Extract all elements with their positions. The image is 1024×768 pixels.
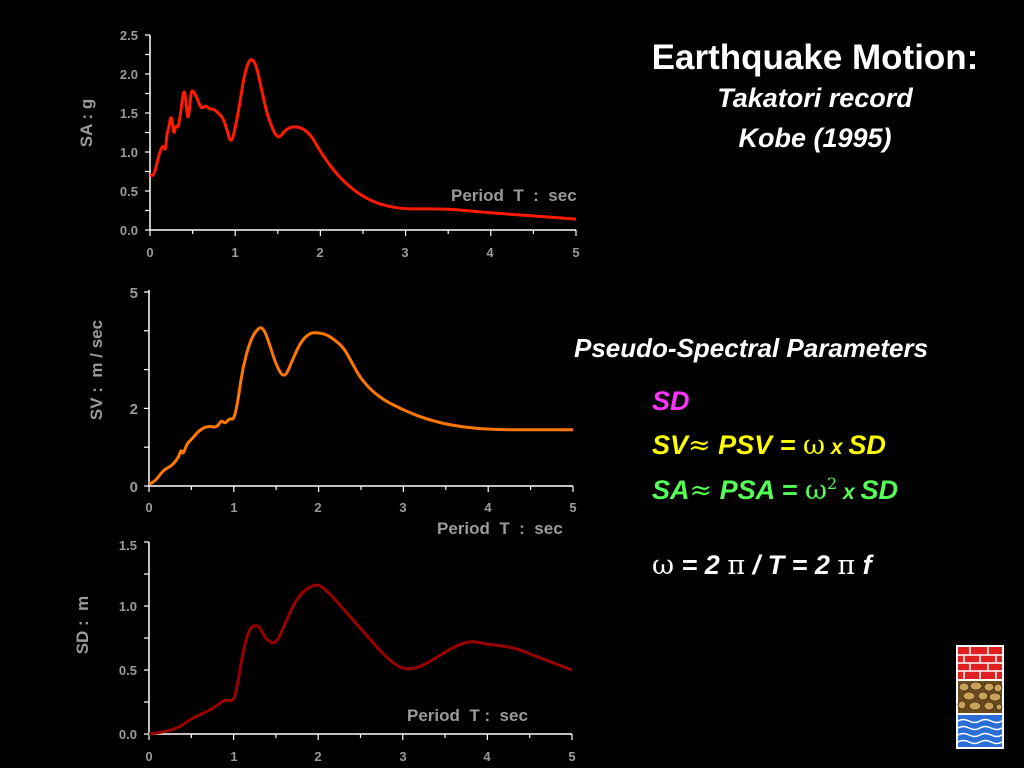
omega-symbol: ω xyxy=(804,475,827,506)
sd-tick-y-3: 1.5 xyxy=(119,538,137,553)
sd-tick-y-1: 0.5 xyxy=(119,663,137,678)
sa-xlabel: Period T : sec xyxy=(451,186,577,205)
sa-ylabel: SA : g xyxy=(77,99,96,147)
sd-tick-x-0: 0 xyxy=(145,749,152,764)
omega-symbol: ω xyxy=(652,550,675,581)
sd-chart: SD : m 0.0 0.5 1.0 1.5 0 1 2 3 4 5 Perio… xyxy=(73,538,576,764)
omega-symbol: ω xyxy=(802,430,825,461)
pi-symbol: π xyxy=(837,550,856,581)
sd-term: SD xyxy=(860,475,899,505)
psa-term: PSA = xyxy=(712,475,805,505)
psv-term: PSV = xyxy=(710,430,803,460)
sv-tick-x-2: 2 xyxy=(314,500,321,515)
sa-tick-y-1: 0.5 xyxy=(120,184,138,199)
sa-tick-x-4: 4 xyxy=(486,245,494,260)
sa-tick-y-3: 1.5 xyxy=(120,106,138,121)
times-symbol: x xyxy=(837,481,861,504)
divide-symbol: / xyxy=(745,550,768,580)
sv-tick-x-5: 5 xyxy=(569,500,576,515)
sd-tick-x-3: 3 xyxy=(399,749,406,764)
omega-equation: ω = 2 π / T = 2 π f xyxy=(652,550,872,581)
sa-tick-y-4: 2.0 xyxy=(120,67,138,82)
sd-ylabel: SD : m xyxy=(73,596,92,655)
omega-eq-part3: f xyxy=(855,550,872,580)
squared-exponent: 2 xyxy=(826,474,838,493)
sa-tick-x-5: 5 xyxy=(572,245,579,260)
sa-tick-x-3: 3 xyxy=(401,245,408,260)
approx-symbol: ≈ xyxy=(688,430,711,461)
sv-tick-x-0: 0 xyxy=(145,500,152,515)
approx-symbol: ≈ xyxy=(689,475,713,506)
omega-eq-part1: = 2 xyxy=(674,550,728,580)
sv-series-line xyxy=(148,326,573,486)
omega-eq-part2: T = 2 xyxy=(767,550,838,580)
sv-tick-y-1: 2 xyxy=(130,401,138,418)
sv-tick-y-0: 0 xyxy=(130,479,138,496)
sa-tick-y-0: 0.0 xyxy=(120,223,138,238)
sd-xlabel: Period T : sec xyxy=(407,706,528,725)
sv-xlabel: Period T : sec xyxy=(437,519,563,538)
sa-series-line xyxy=(149,58,577,221)
sa-term: SA xyxy=(652,475,690,505)
sv-term: SV xyxy=(652,430,689,460)
sv-tick-x-1: 1 xyxy=(230,500,237,515)
institution-logo-icon xyxy=(956,645,1004,749)
record-location-year: Kobe (1995) xyxy=(738,123,892,153)
page-title: Earthquake Motion: xyxy=(651,38,979,77)
sv-ylabel: SV : m / sec xyxy=(87,320,106,420)
sv-tick-y-2: 5 xyxy=(130,285,138,302)
title-block: Earthquake Motion: Takatori record Kobe … xyxy=(600,38,1024,158)
sv-tick-x-4: 4 xyxy=(484,500,492,515)
times-symbol: x xyxy=(825,436,849,459)
sd-equation: SD xyxy=(652,386,690,417)
record-name: Takatori record xyxy=(717,83,913,113)
sd-tick-x-4: 4 xyxy=(483,749,491,764)
sd-series-line xyxy=(148,583,573,736)
sv-tick-x-3: 3 xyxy=(399,500,406,515)
sa-chart: SA : g 0.0 0.5 1.0 1.5 2.0 2.5 0 1 2 3 4… xyxy=(77,28,580,260)
sa-tick-x-0: 0 xyxy=(146,245,153,260)
sd-tick-x-2: 2 xyxy=(314,749,321,764)
sv-chart: SV : m / sec 0 2 5 0 1 2 3 4 5 Period T … xyxy=(87,285,577,538)
sa-tick-x-1: 1 xyxy=(231,245,238,260)
sd-tick-x-1: 1 xyxy=(230,749,237,764)
sa-tick-y-2: 1.0 xyxy=(120,145,138,160)
pi-symbol: π xyxy=(727,550,746,581)
pseudo-spectral-title: Pseudo-Spectral Parameters xyxy=(574,333,929,363)
sd-label: SD xyxy=(652,386,690,416)
sd-tick-y-2: 1.0 xyxy=(119,599,137,614)
sd-tick-y-0: 0.0 xyxy=(119,727,137,742)
sd-term: SD xyxy=(848,430,886,460)
sa-tick-y-5: 2.5 xyxy=(120,28,138,43)
sa-equation: SA≈ PSA = ω2 x SD xyxy=(652,474,898,506)
sd-tick-x-5: 5 xyxy=(568,749,575,764)
sa-tick-x-2: 2 xyxy=(316,245,323,260)
sv-equation: SV≈ PSV = ω x SD xyxy=(652,430,886,461)
